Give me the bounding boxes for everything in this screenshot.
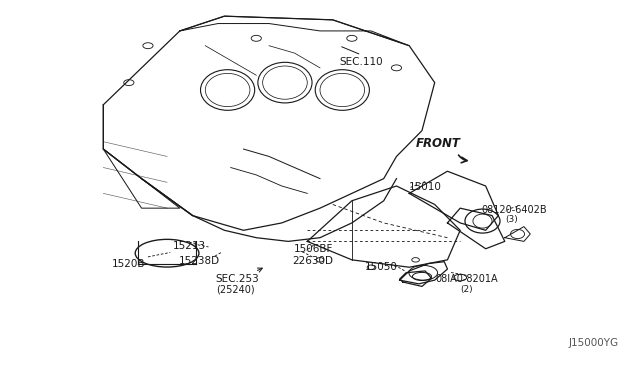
- Text: FRONT: FRONT: [415, 137, 460, 150]
- Text: 15050: 15050: [365, 262, 397, 272]
- Text: 15213: 15213: [173, 241, 206, 251]
- Text: J15000YG: J15000YG: [569, 338, 619, 348]
- Text: SEC.253: SEC.253: [215, 274, 259, 284]
- Text: 1506BF: 1506BF: [294, 244, 333, 254]
- Text: (2): (2): [460, 285, 473, 294]
- Text: 1520B: 1520B: [112, 259, 145, 269]
- Text: 22630D: 22630D: [292, 256, 333, 266]
- Text: SEC.110: SEC.110: [340, 57, 383, 67]
- Text: (25240): (25240): [216, 284, 255, 294]
- Text: 15238D: 15238D: [179, 256, 220, 266]
- Text: (3): (3): [505, 215, 518, 224]
- Text: 15010: 15010: [409, 182, 442, 192]
- Text: 08IA0-8201A: 08IA0-8201A: [435, 274, 498, 284]
- Text: 08120-6402B: 08120-6402B: [481, 205, 547, 215]
